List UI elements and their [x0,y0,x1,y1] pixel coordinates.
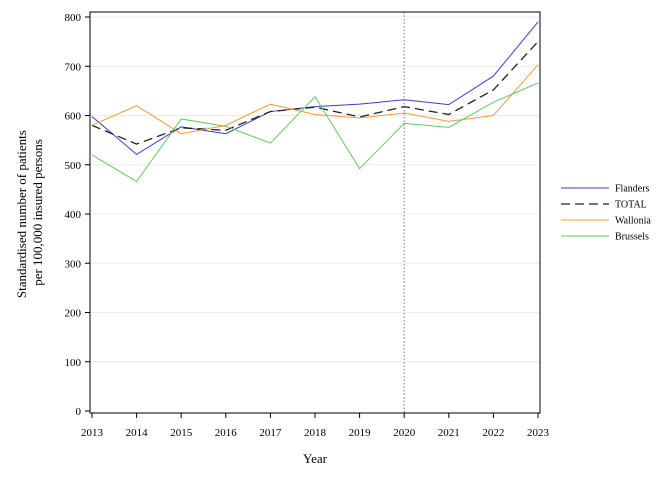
legend: Flanders TOTAL Wallonia Brussels [561,184,651,243]
gridlines [90,16,540,363]
x-tick-label: 2013 [81,427,104,439]
x-tick-label: 2017 [259,427,282,439]
y-tick-label: 600 [65,111,82,123]
series-line-total [91,41,539,145]
x-axis-title: Year [303,451,328,466]
series-line-brussels [91,82,539,183]
x-tick-label: 2018 [304,427,327,439]
x-axis: 2013 2014 2015 2016 2017 2018 2019 2020 2021 2022… [81,413,550,439]
y-axis-title-line-1: Standardised number of patients [14,130,29,298]
y-tick-label: 300 [65,258,82,270]
y-axis-title-line-2: per 100,000 insured persons [30,139,45,286]
y-tick-label: 200 [65,308,82,320]
plot-frame [89,11,541,414]
legend-label-total: TOTAL [615,200,647,211]
y-tick-label: 500 [65,160,82,172]
y-axis-title: Standardised number of patients per 100,… [14,127,45,298]
x-tick-label: 2022 [482,427,504,439]
y-tick-label: 0 [76,406,82,418]
series-group [91,21,539,183]
y-axis: 0 100 200 300 400 500 600 700 800 [65,12,90,418]
x-tick-label: 2021 [438,427,460,439]
x-tick-label: 2020 [393,427,416,439]
y-tick-label: 400 [65,209,82,221]
x-tick-label: 2015 [170,427,193,439]
x-tick-label: 2023 [527,427,550,439]
series-line-flanders [91,21,539,156]
x-tick-label: 2014 [126,427,149,439]
x-tick-label: 2016 [215,427,238,439]
legend-label-flanders: Flanders [615,184,650,195]
legend-label-wallonia: Wallonia [615,216,651,227]
y-tick-label: 100 [65,357,82,369]
series-line-wallonia [91,64,539,135]
legend-label-brussels: Brussels [615,232,649,243]
y-tick-label: 700 [65,61,82,73]
x-tick-label: 2019 [349,427,372,439]
y-tick-label: 800 [65,12,82,24]
